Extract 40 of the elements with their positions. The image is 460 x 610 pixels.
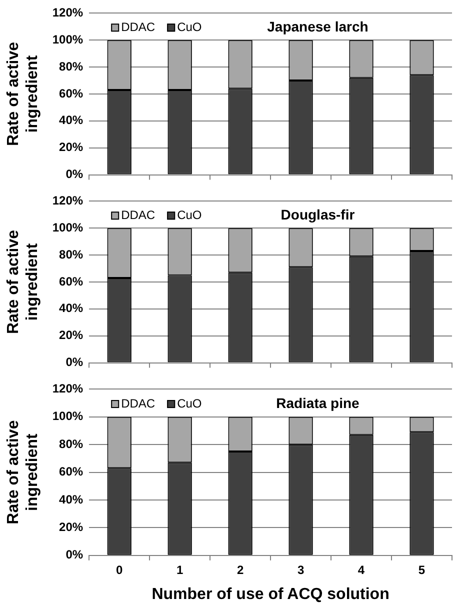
- chart-title: Japanese larch: [267, 18, 368, 35]
- y-tick-label: 40%: [59, 492, 84, 506]
- y-tick-label: 0%: [66, 548, 84, 562]
- x-tick-label: 1: [176, 562, 184, 577]
- y-tick-label: 80%: [59, 436, 84, 451]
- y-tick-label: 60%: [59, 464, 84, 479]
- y-tick-label: 0%: [66, 167, 84, 182]
- legend-label: CuO: [177, 396, 202, 410]
- y-tick-label: 40%: [59, 301, 84, 316]
- y-tick-label: 40%: [59, 113, 84, 128]
- y-tick-label: 20%: [59, 140, 84, 154]
- y-tick-label: 100%: [52, 32, 84, 46]
- y-axis-title: Rate of active ingredient: [5, 230, 42, 334]
- chart-title: Radiata pine: [276, 394, 360, 411]
- y-tick-label: 120%: [52, 194, 84, 208]
- y-tick-label: 20%: [59, 328, 84, 342]
- legend-label: DDAC: [121, 396, 156, 410]
- y-tick-label: 20%: [59, 520, 84, 534]
- y-tick-label: 80%: [59, 59, 84, 74]
- legend-label: DDAC: [121, 20, 156, 34]
- y-axis-title: Rate of active ingredient: [5, 42, 42, 146]
- y-tick-label: 0%: [66, 355, 84, 370]
- y-axis-title: Rate of active ingredient: [5, 420, 42, 524]
- x-tick-label: 3: [297, 562, 304, 577]
- y-tick-label: 60%: [59, 274, 84, 288]
- x-axis-title: Number of use of ACQ solution: [152, 586, 390, 603]
- x-tick-label: 2: [236, 562, 244, 577]
- legend-label: CuO: [177, 208, 202, 222]
- x-tick-label: 0: [116, 562, 123, 577]
- legend-label: CuO: [177, 20, 202, 34]
- x-tick-label: 4: [358, 562, 365, 577]
- y-tick-label: 60%: [59, 86, 84, 100]
- y-tick-label: 100%: [52, 220, 84, 234]
- y-tick-label: 120%: [52, 382, 84, 396]
- y-tick-label: 80%: [59, 247, 84, 262]
- legend-label: DDAC: [121, 208, 156, 222]
- chart-title: Douglas-fir: [280, 206, 356, 223]
- y-tick-label: 120%: [52, 6, 84, 20]
- x-tick-label: 5: [418, 562, 426, 577]
- y-tick-label: 100%: [52, 409, 84, 424]
